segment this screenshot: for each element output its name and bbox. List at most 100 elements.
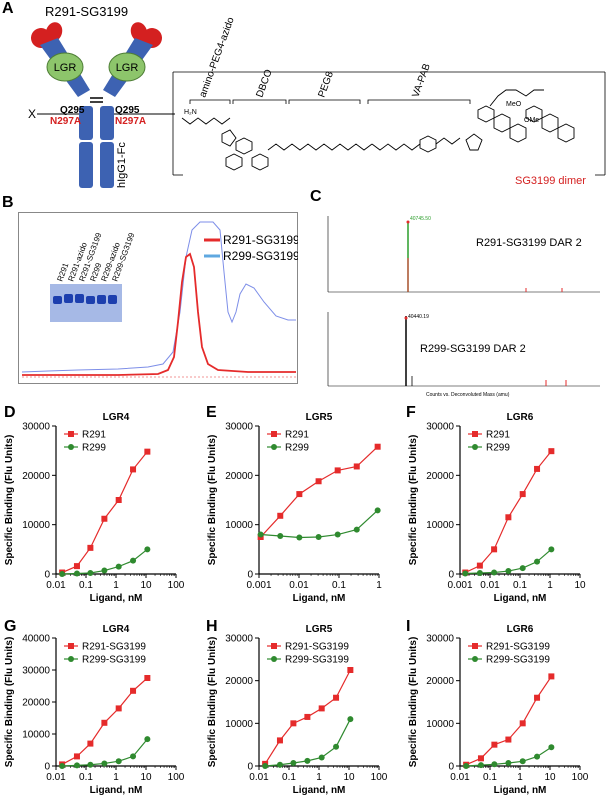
chart-f-ytick-label: 30000: [426, 422, 454, 433]
chart-e-point: [353, 526, 360, 533]
chart-f-xtick-label: 10: [574, 580, 586, 591]
chart-e-point: [374, 443, 381, 450]
chart-g-point: [59, 763, 66, 769]
peak-bottom: 40440.19: [408, 314, 429, 320]
chart-i-legend-marker: [472, 656, 478, 662]
chart-i-point: [491, 761, 498, 768]
lgr-left: [46, 52, 84, 82]
chart-h-xtick-label: 10: [343, 772, 355, 783]
chart-h-point: [304, 757, 311, 764]
meo-label: MeO: [506, 101, 522, 108]
chart-h-point: [333, 743, 340, 750]
chart-d-legend-label: R291: [82, 430, 106, 441]
chart-e-point: [315, 534, 322, 540]
panel-letter-c: C: [310, 188, 322, 205]
chart-d-point: [130, 466, 137, 473]
chart-g-legend-marker: [68, 643, 74, 649]
chart-f-title: LGR6: [507, 412, 534, 423]
chart-h-legend-label: R299-SG3199: [285, 655, 349, 666]
chart-d-ytick-label: 0: [44, 570, 50, 581]
chart-i-point: [477, 755, 484, 762]
panel-letter-i: I: [406, 618, 411, 635]
chart-f-xtick-label: 0.1: [513, 580, 527, 591]
chart-g-legend-label: R291-SG3199: [82, 642, 146, 653]
chart-d-point: [130, 557, 137, 564]
chart-h-legend-marker: [271, 656, 277, 662]
chart-e-point: [334, 467, 341, 474]
chart-f-legend-marker: [472, 431, 478, 437]
chart-h-ytick-label: 30000: [225, 634, 253, 645]
panel-b-chromatogram: R291-SG3199 R299-SG3199 R291 R291-azido …: [18, 212, 300, 384]
chart-i-point: [534, 694, 541, 701]
chart-d-point: [101, 515, 108, 522]
chart-g-point: [101, 760, 108, 767]
chart-e-xlabel: Ligand, nM: [293, 593, 346, 604]
chart-f-point: [519, 491, 526, 498]
chart-d-title: LGR4: [103, 412, 130, 423]
chart-f-point: [462, 570, 469, 577]
chart-d-legend-marker: [68, 444, 74, 450]
chart-d-point: [73, 570, 80, 577]
chart-f-ytick-label: 10000: [426, 520, 454, 531]
chart-d-xtick-label: 100: [168, 580, 185, 591]
chart-i-xtick-label: 10: [544, 772, 556, 783]
chart-i-legend-label: R299-SG3199: [486, 655, 550, 666]
panel-c: 40745.50 R291-SG3199 DAR 2 40440.19 R299…: [316, 208, 604, 400]
chart-i-legend-marker: [472, 643, 478, 649]
chart-g-point: [144, 675, 151, 681]
label-top: R291-SG3199 DAR 2: [476, 237, 582, 249]
chart-d-legend-label: R299: [82, 443, 106, 454]
chart-g-xtick-label: 10: [140, 772, 152, 783]
chart-g-point: [73, 753, 80, 760]
chart-e-series-line-0: [260, 446, 379, 538]
chart-d-point: [73, 563, 80, 570]
chart-f: LGR6 0 10000 20000 30000 0.001 0.01 0.1 1 10 Ligan…: [404, 408, 607, 608]
chart-e-xtick-label: 0.01: [289, 580, 309, 591]
chart-f-point: [534, 465, 541, 472]
x-label: X: [28, 107, 36, 121]
trace-r299: [21, 221, 296, 373]
chart-g-point: [115, 705, 122, 712]
chart-f-point: [491, 546, 498, 553]
chart-e-ylabel: Specific Binding (Flu Units): [207, 435, 218, 566]
chart-g-xtick-label: 1: [113, 772, 119, 783]
panel-letter-d: D: [4, 404, 16, 421]
chart-d-point: [115, 563, 122, 570]
chart-d: LGR4 0 10000 20000 30000 0.01 0.1 1 10 100 Ligand,…: [0, 408, 203, 608]
chart-g-point: [73, 762, 80, 769]
chart-e-xtick-label: 1: [376, 580, 382, 591]
fc-right-lower: [100, 142, 114, 188]
chemical-structure: [181, 89, 575, 171]
n297a-right: N297A: [115, 116, 146, 127]
panel-letter-a: A: [2, 0, 14, 17]
chart-h-point: [276, 737, 283, 744]
chart-g-legend-marker: [68, 656, 74, 662]
chart-g-xtick-label: 100: [168, 772, 185, 783]
chart-i-ylabel: Specific Binding (Flu Units): [408, 637, 419, 768]
chart-g-ytick-label: 20000: [22, 698, 50, 709]
chart-e-title: LGR5: [306, 412, 333, 423]
chart-g-xlabel: Ligand, nM: [90, 785, 143, 796]
chart-d-ytick-label: 20000: [22, 471, 50, 482]
chart-i-ytick-label: 30000: [426, 634, 454, 645]
chart-g-xtick-label: 0.01: [46, 772, 66, 783]
chart-f-point: [519, 565, 526, 572]
panel-letter-b: B: [2, 194, 14, 211]
chart-h-point: [333, 694, 340, 701]
chart-g-title: LGR4: [103, 624, 130, 635]
chart-h-legend-label: R291-SG3199: [285, 642, 349, 653]
chart-f-xlabel: Ligand, nM: [494, 593, 547, 604]
chart-e-point: [334, 531, 341, 538]
chart-g-xtick-label: 0.1: [79, 772, 93, 783]
chart-g-point: [87, 740, 94, 747]
chart-d-xlabel: Ligand, nM: [90, 593, 143, 604]
panel-a: R291-SG3199 LGR LGR X Q295 Q295 N297A: [0, 0, 607, 192]
chart-f-xtick-label: 0.01: [480, 580, 500, 591]
n297a-left: N297A: [50, 116, 81, 127]
construct-title: R291-SG3199: [45, 4, 128, 19]
chart-g-point: [130, 687, 137, 694]
fc-left-lower: [79, 142, 93, 188]
chart-i-xtick-label: 0.1: [483, 772, 497, 783]
chart-d-point: [87, 544, 94, 551]
chart-d-point: [101, 567, 108, 574]
